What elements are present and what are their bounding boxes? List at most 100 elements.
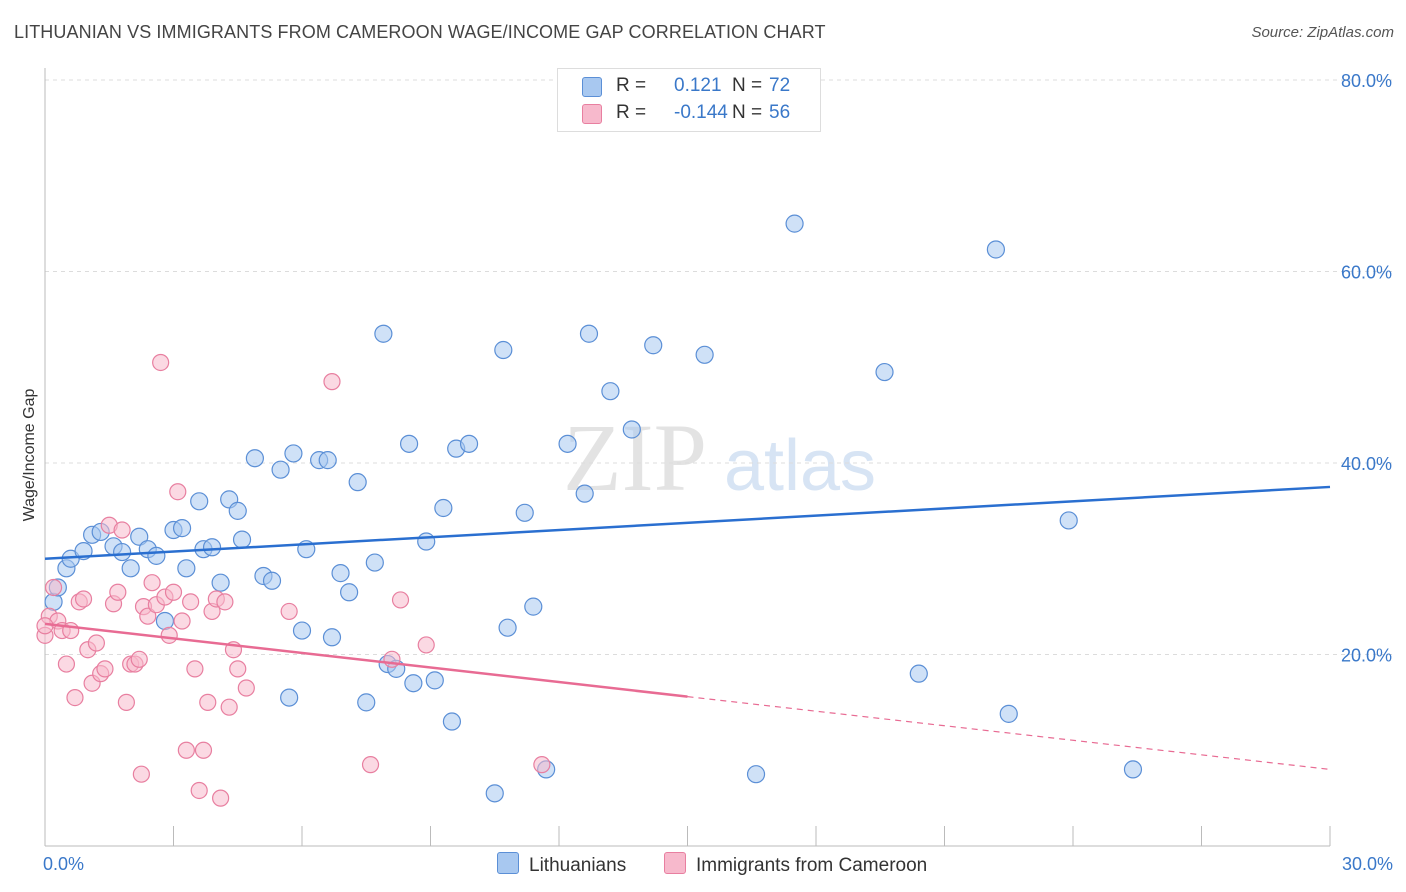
point-lithuanians <box>322 628 342 647</box>
point-cameroon <box>130 650 148 668</box>
point-lithuanians <box>202 538 222 557</box>
point-cameroon <box>323 373 341 391</box>
point-cameroon <box>173 612 191 630</box>
point-lithuanians <box>284 444 303 463</box>
legend-swatch-pink <box>582 104 602 124</box>
point-lithuanians <box>459 434 479 453</box>
point-cameroon <box>44 578 63 597</box>
point-lithuanians <box>121 559 140 578</box>
point-cameroon <box>57 655 76 673</box>
point-cameroon <box>177 741 195 759</box>
point-lithuanians <box>211 573 230 592</box>
point-lithuanians <box>746 765 766 784</box>
point-lithuanians <box>280 688 299 707</box>
bottom-legend-cameroon: Immigrants from Cameroon <box>664 852 927 876</box>
legend-swatch-blue <box>582 77 602 97</box>
bottom-legend-label: Immigrants from Cameroon <box>696 855 928 876</box>
point-cameroon <box>139 607 157 625</box>
x-tick-label: 0.0% <box>43 854 84 874</box>
y-tick-label: 40.0% <box>1341 454 1392 474</box>
point-lithuanians <box>558 434 577 453</box>
point-lithuanians <box>575 484 594 503</box>
point-lithuanians <box>190 492 209 511</box>
point-lithuanians <box>177 559 196 578</box>
point-cameroon <box>186 660 204 678</box>
point-lithuanians <box>271 460 290 479</box>
point-lithuanians <box>348 473 367 492</box>
point-lithuanians <box>365 553 384 572</box>
point-cameroon <box>74 590 93 608</box>
point-lithuanians <box>374 324 393 343</box>
point-cameroon <box>391 591 410 609</box>
point-lithuanians <box>417 532 436 551</box>
point-cameroon <box>87 634 106 652</box>
trend-line-cameroon <box>44 622 688 698</box>
legend-n-label: N = <box>732 75 763 96</box>
point-cameroon <box>229 660 247 678</box>
point-cameroon <box>152 353 170 372</box>
point-lithuanians <box>399 434 419 453</box>
point-lithuanians <box>331 564 350 583</box>
point-cameroon <box>109 583 127 601</box>
legend-n-value: 56 <box>769 102 791 123</box>
point-lithuanians <box>442 712 462 731</box>
x-tick-label: 30.0% <box>1342 854 1393 874</box>
point-cameroon <box>143 574 161 592</box>
point-lithuanians <box>357 693 376 712</box>
point-lithuanians <box>579 324 599 343</box>
point-cameroon <box>164 583 183 601</box>
point-lithuanians <box>875 362 894 382</box>
point-lithuanians <box>695 345 714 364</box>
point-lithuanians <box>524 597 543 616</box>
point-lithuanians <box>425 671 444 690</box>
point-cameroon <box>280 602 298 621</box>
point-lithuanians <box>494 340 513 360</box>
legend-r-value: 0.121 <box>674 75 722 96</box>
point-lithuanians <box>1059 511 1078 530</box>
point-cameroon <box>199 693 217 711</box>
legend-n-value: 72 <box>769 75 791 96</box>
point-cameroon <box>190 781 208 800</box>
point-lithuanians <box>340 583 359 602</box>
chart-source: Source: ZipAtlas.com <box>1251 24 1394 41</box>
chart-title: LITHUANIAN VS IMMIGRANTS FROM CAMEROON W… <box>14 22 826 42</box>
point-lithuanians <box>147 546 166 565</box>
point-lithuanians <box>404 674 423 693</box>
bottom-legend-label: Lithuanians <box>529 855 627 876</box>
legend-r-value: -0.144 <box>674 102 728 123</box>
point-cameroon <box>237 679 255 697</box>
trend-lines <box>44 485 1331 770</box>
point-lithuanians <box>434 498 453 518</box>
point-cameroon <box>417 636 435 654</box>
y-tick-label: 20.0% <box>1341 646 1392 666</box>
point-cameroon <box>361 756 380 774</box>
point-cameroon <box>132 765 150 783</box>
trend-line-lithuanians <box>44 485 1331 560</box>
point-lithuanians <box>986 240 1006 259</box>
y-tick-label: 80.0% <box>1341 71 1392 91</box>
point-lithuanians <box>292 621 312 640</box>
point-cameroon <box>220 698 238 716</box>
point-lithuanians <box>515 503 534 522</box>
point-lithuanians <box>172 519 192 538</box>
point-cameroon <box>36 617 54 635</box>
legend-n-label: N = <box>732 102 763 123</box>
point-cameroon <box>113 521 131 539</box>
y-tick-label: 60.0% <box>1341 263 1392 283</box>
point-lithuanians <box>909 664 928 683</box>
point-lithuanians <box>485 784 504 803</box>
correlation-legend: R = 0.121 N = 72 R = -0.144 N = 56 <box>557 68 821 132</box>
tick-labels: 20.0% 40.0% 60.0% 80.0% 0.0% 30.0% <box>43 71 1393 874</box>
point-lithuanians <box>622 420 641 439</box>
point-cameroon <box>160 626 178 644</box>
gridlines <box>45 79 1392 655</box>
point-lithuanians <box>498 618 517 637</box>
point-lithuanians <box>130 527 149 546</box>
point-lithuanians <box>112 542 132 562</box>
point-lithuanians <box>785 214 804 233</box>
axes <box>44 68 1331 847</box>
point-cameroon <box>194 741 213 759</box>
point-cameroon <box>216 593 234 611</box>
trend-line-cameroon-dashed <box>687 696 1331 770</box>
